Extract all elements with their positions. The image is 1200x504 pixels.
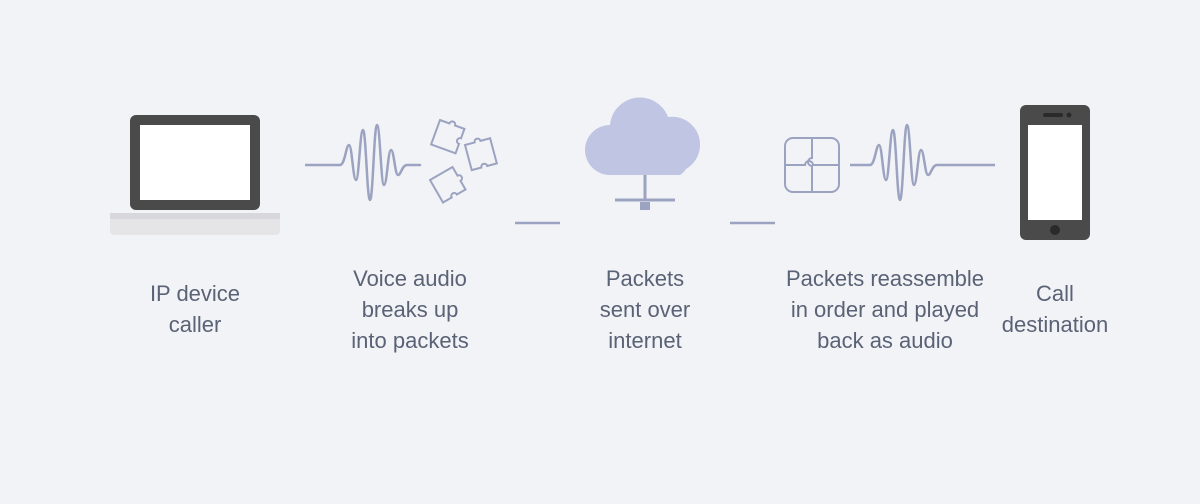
step-label: IP device caller xyxy=(150,279,240,341)
diagram-row: IP device caller xyxy=(85,80,1115,356)
voip-flow-diagram: IP device caller xyxy=(0,0,1200,504)
step-label: Packets sent over internet xyxy=(600,264,691,356)
laptop-icon xyxy=(85,95,305,255)
step-label: Packets reassemble in order and played b… xyxy=(786,264,984,356)
step-caller: IP device caller xyxy=(85,95,305,341)
step-cloud: Packets sent over internet xyxy=(560,80,730,356)
connector-line xyxy=(515,138,560,298)
step-breakup: Voice audio breaks up into packets xyxy=(305,80,515,356)
phone-icon xyxy=(995,95,1115,255)
step-label: Call destination xyxy=(1002,279,1108,341)
step-reassemble: Packets reassemble in order and played b… xyxy=(775,80,995,356)
puzzle-wave-icon xyxy=(775,80,995,240)
step-destination: Call destination xyxy=(995,95,1115,341)
cloud-network-icon xyxy=(560,80,730,240)
wave-puzzle-scatter-icon xyxy=(305,80,515,240)
step-label: Voice audio breaks up into packets xyxy=(351,264,468,356)
connector-line xyxy=(730,138,775,298)
